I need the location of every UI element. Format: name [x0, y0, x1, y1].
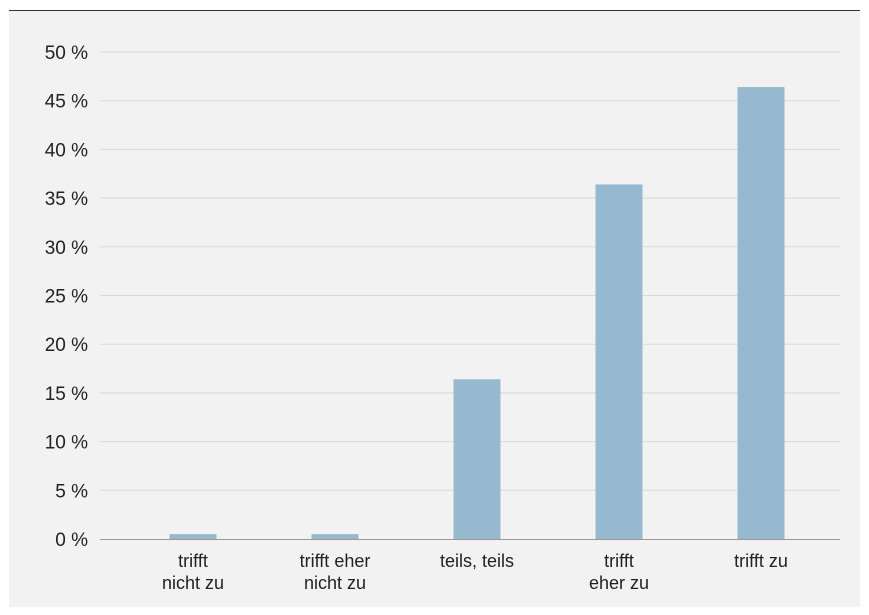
x-category-label-line: trifft: [604, 551, 634, 571]
x-category-label: trifft eher nicht zu: [300, 551, 371, 593]
x-category-label-line: nicht zu: [162, 573, 224, 593]
x-category-label-line: trifft: [178, 551, 208, 571]
x-category-label-line: nicht zu: [304, 573, 366, 593]
chart-panel: [9, 10, 860, 607]
bar: [595, 184, 643, 540]
x-category-label: trifft nicht zu: [162, 551, 224, 593]
y-tick-label: 35 %: [45, 189, 88, 210]
x-category-label-line: trifft eher: [300, 551, 371, 571]
x-category-label-line: eher zu: [589, 573, 649, 593]
bar: [169, 534, 217, 539]
y-tick-label: 50 %: [45, 43, 88, 64]
y-axis-ticks: 0 % 5 % 10 % 15 % 20 % 25 % 30 % 35 % 40 % 45 % 50…: [45, 43, 88, 551]
y-tick-label: 45 %: [45, 92, 88, 113]
y-tick-label: 5 %: [55, 481, 88, 502]
y-tick-label: 25 %: [45, 287, 88, 308]
bar: [737, 87, 785, 540]
gridlines: [100, 51, 840, 491]
x-category-label-line: trifft zu: [734, 551, 788, 571]
x-category-label: trifft eher zu: [589, 551, 649, 593]
y-tick-label: 10 %: [45, 433, 88, 454]
y-tick-label: 0 %: [55, 530, 88, 551]
x-category-label: trifft zu: [734, 551, 788, 571]
y-tick-label: 30 %: [45, 238, 88, 259]
y-tick-label: 15 %: [45, 384, 88, 405]
y-tick-label: 40 %: [45, 140, 88, 161]
bar: [453, 379, 501, 539]
y-tick-label: 20 %: [45, 335, 88, 356]
x-category-label-line: teils, teils: [440, 551, 514, 571]
bar: [311, 534, 359, 539]
x-category-label: teils, teils: [440, 551, 514, 571]
bars: [169, 87, 785, 540]
